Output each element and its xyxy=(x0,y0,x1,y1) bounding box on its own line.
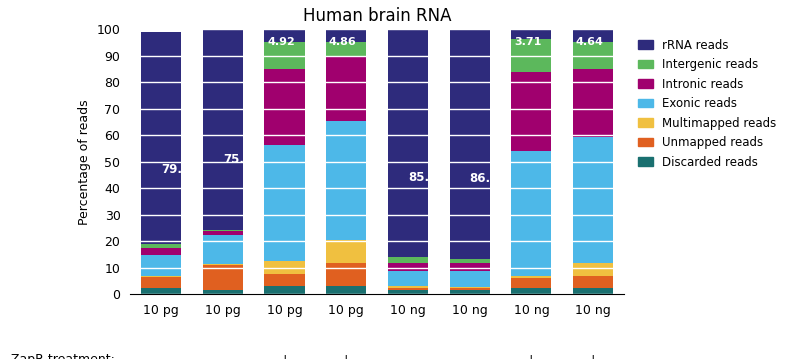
Bar xyxy=(450,271,490,287)
Bar xyxy=(326,286,366,294)
Bar xyxy=(450,290,490,294)
Text: -: - xyxy=(406,353,410,359)
Text: 4.64: 4.64 xyxy=(576,37,604,47)
Text: 3.71: 3.71 xyxy=(514,37,542,47)
Bar xyxy=(573,262,613,276)
Bar xyxy=(202,290,243,294)
Bar xyxy=(326,29,366,42)
Bar xyxy=(141,32,181,244)
Bar xyxy=(573,29,613,42)
Bar xyxy=(141,248,181,255)
Bar xyxy=(511,279,551,288)
Bar xyxy=(326,57,366,121)
Text: 4.86: 4.86 xyxy=(329,37,357,47)
Bar xyxy=(265,29,305,42)
Bar xyxy=(265,69,305,145)
Title: Human brain RNA: Human brain RNA xyxy=(303,7,451,25)
Text: +: + xyxy=(279,353,290,359)
Y-axis label: Percentage of reads: Percentage of reads xyxy=(78,99,91,225)
Bar xyxy=(265,42,305,69)
Bar xyxy=(265,275,305,286)
Text: 75.62: 75.62 xyxy=(222,153,260,166)
Bar xyxy=(202,230,243,231)
Bar xyxy=(511,288,551,294)
Text: 79.89: 79.89 xyxy=(161,163,198,176)
Bar xyxy=(450,263,490,271)
Bar xyxy=(388,290,428,294)
Legend: rRNA reads, Intergenic reads, Intronic reads, Exonic reads, Multimapped reads, U: rRNA reads, Intergenic reads, Intronic r… xyxy=(635,35,780,172)
Bar xyxy=(202,231,243,235)
Text: 4.92: 4.92 xyxy=(267,37,295,47)
Text: +: + xyxy=(588,353,598,359)
Bar xyxy=(450,259,490,263)
Bar xyxy=(141,276,181,277)
Bar xyxy=(450,288,490,290)
Bar xyxy=(388,262,428,271)
Bar xyxy=(202,264,243,265)
Bar xyxy=(388,257,428,262)
Bar xyxy=(326,42,366,57)
Text: -: - xyxy=(221,353,225,359)
Bar xyxy=(450,29,490,259)
Bar xyxy=(511,151,551,276)
Text: ZapR treatment:: ZapR treatment: xyxy=(11,353,114,359)
Bar xyxy=(388,271,428,286)
Bar xyxy=(202,265,243,290)
Bar xyxy=(265,286,305,294)
Text: -: - xyxy=(467,353,472,359)
Bar xyxy=(573,276,613,288)
Bar xyxy=(573,69,613,137)
Bar xyxy=(511,276,551,279)
Bar xyxy=(573,288,613,294)
Bar xyxy=(265,145,305,261)
Bar xyxy=(573,42,613,69)
Text: 85.78: 85.78 xyxy=(408,171,446,184)
Bar xyxy=(202,29,243,230)
Bar xyxy=(265,261,305,275)
Bar xyxy=(511,29,551,39)
Bar xyxy=(511,39,551,72)
Bar xyxy=(388,288,428,290)
Bar xyxy=(573,137,613,262)
Bar xyxy=(141,277,181,288)
Bar xyxy=(141,244,181,248)
Bar xyxy=(326,121,366,240)
Text: +: + xyxy=(341,353,351,359)
Bar xyxy=(202,235,243,264)
Bar xyxy=(326,262,366,286)
Text: 86.55: 86.55 xyxy=(470,172,507,185)
Bar xyxy=(141,288,181,294)
Bar xyxy=(511,72,551,151)
Bar xyxy=(450,287,490,288)
Text: -: - xyxy=(159,353,163,359)
Text: +: + xyxy=(526,353,537,359)
Bar xyxy=(388,30,428,257)
Bar xyxy=(141,255,181,276)
Bar xyxy=(326,240,366,262)
Bar xyxy=(388,286,428,288)
